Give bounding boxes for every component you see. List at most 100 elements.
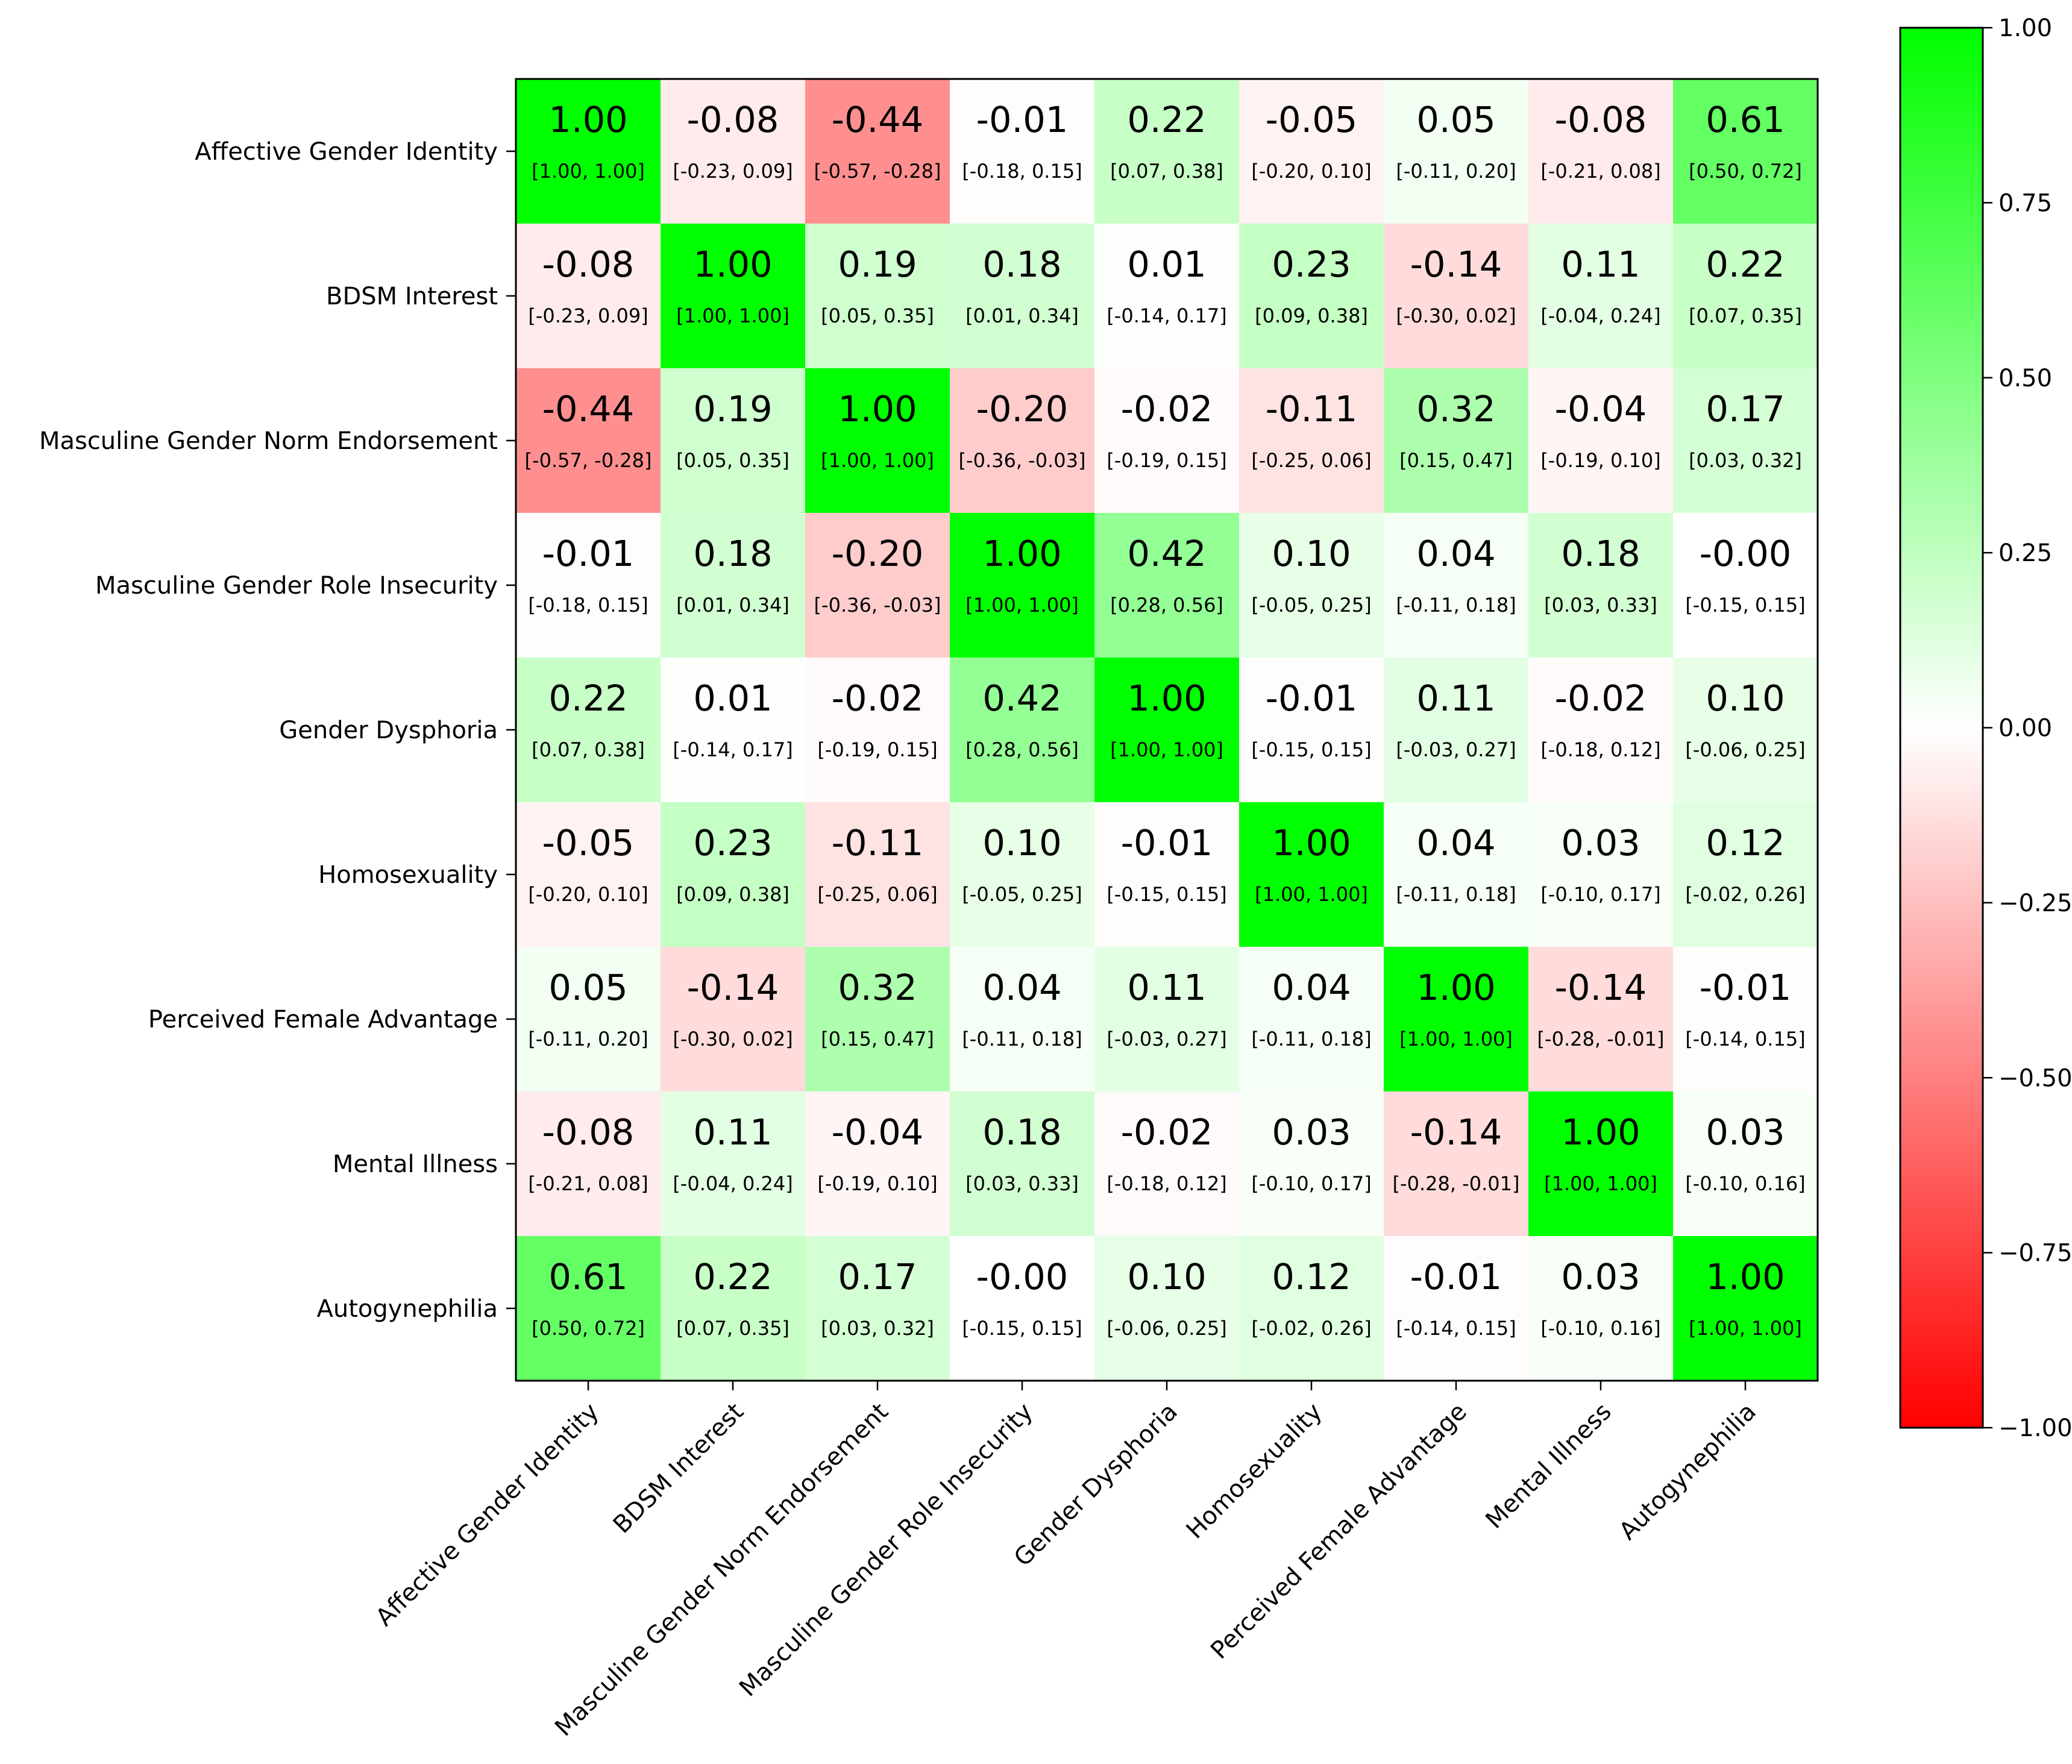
colorbar-tick-label: 1.00 (1998, 14, 2052, 42)
cell-value-label: -0.11 (832, 822, 924, 864)
cell-value-label: 0.61 (1706, 99, 1785, 140)
heatmap-cell-r6-c6 (1384, 947, 1529, 1092)
heatmap-cell-r5-c8 (1673, 802, 1818, 947)
col-label-gender-dysphoria: Gender Dysphoria (1009, 1398, 1183, 1572)
cell-ci-label: [-0.11, 0.20] (1396, 160, 1516, 183)
heatmap-cell-r6-c5 (1239, 947, 1384, 1092)
cell-ci-label: [-0.15, 0.15] (1685, 594, 1805, 617)
cell-value-label: 0.03 (1561, 1256, 1640, 1298)
cell-ci-label: [-0.05, 0.25] (1251, 594, 1371, 617)
cell-value-label: -0.05 (1266, 99, 1358, 140)
cell-value-label: -0.01 (976, 99, 1069, 140)
cell-value-label: 0.23 (693, 822, 772, 864)
cell-ci-label: [-0.25, 0.06] (1251, 449, 1371, 472)
row-label-perceived-female-advantage: Perceived Female Advantage (148, 1006, 498, 1034)
cell-ci-label: [0.07, 0.38] (1110, 160, 1223, 183)
cell-value-label: 0.11 (693, 1111, 772, 1153)
row-label-homosexuality: Homosexuality (318, 861, 498, 889)
heatmap-cell-r3-c4 (1094, 513, 1240, 658)
heatmap-cell-r4-c6 (1384, 658, 1529, 803)
heatmap-cell-r5-c4 (1094, 802, 1240, 947)
cell-value-label: 0.10 (1127, 1256, 1206, 1298)
row-label-autogynephilia: Autogynephilia (317, 1295, 498, 1323)
cell-ci-label: [-0.10, 0.16] (1540, 1317, 1660, 1340)
heatmap-cell-r5-c2 (805, 802, 950, 947)
cell-ci-label: [-0.18, 0.15] (528, 594, 648, 617)
heatmap-cell-r7-c7 (1528, 1091, 1674, 1237)
heatmap-cells (516, 79, 1818, 1381)
cell-value-label: 0.18 (1561, 533, 1640, 574)
cell-value-label: 0.22 (1706, 243, 1785, 285)
cell-ci-label: [-0.25, 0.06] (817, 883, 937, 906)
cell-value-label: 0.01 (1127, 243, 1206, 285)
cell-ci-label: [-0.21, 0.08] (528, 1172, 648, 1195)
cell-ci-label: [-0.18, 0.15] (962, 160, 1082, 183)
heatmap-cell-r0-c6 (1384, 79, 1529, 224)
cell-ci-label: [1.00, 1.00] (1399, 1028, 1513, 1050)
cell-ci-label: [-0.06, 0.25] (1685, 738, 1805, 761)
cell-value-label: 0.23 (1272, 243, 1351, 285)
heatmap-cell-r2-c8 (1673, 368, 1818, 513)
cell-value-label: 1.00 (1272, 822, 1351, 864)
cell-value-label: 0.11 (1127, 967, 1206, 1008)
cell-ci-label: [-0.19, 0.15] (1107, 449, 1226, 472)
cell-value-label: 0.11 (1416, 677, 1495, 719)
cell-ci-label: [-0.19, 0.10] (817, 1172, 937, 1195)
col-label-mental-illness: Mental Illness (1480, 1398, 1616, 1534)
cell-ci-label: [0.15, 0.47] (1399, 449, 1513, 472)
cell-ci-label: [-0.36, -0.03] (814, 594, 941, 617)
cell-value-label: 0.04 (1416, 822, 1495, 864)
heatmap-cell-r4-c8 (1673, 658, 1818, 803)
cell-value-label: -0.20 (832, 533, 924, 574)
cell-ci-label: [0.50, 0.72] (532, 1317, 645, 1340)
cell-value-label: -0.01 (1700, 967, 1792, 1008)
cell-value-label: -0.20 (976, 388, 1069, 430)
cell-value-label: 0.12 (1272, 1256, 1351, 1298)
cell-ci-label: [1.00, 1.00] (532, 160, 645, 183)
heatmap-cell-r2-c6 (1384, 368, 1529, 513)
cell-ci-label: [0.09, 0.38] (1255, 304, 1368, 327)
heatmap-cell-r7-c2 (805, 1091, 950, 1237)
cell-ci-label: [0.03, 0.32] (1689, 449, 1802, 472)
cell-value-label: 1.00 (1561, 1111, 1640, 1153)
heatmap-cell-r7-c3 (950, 1091, 1095, 1237)
heatmap-cell-r8-c6 (1384, 1236, 1529, 1381)
heatmap-cell-r4-c3 (950, 658, 1095, 803)
cell-value-label: -0.08 (542, 243, 635, 285)
heatmap-cell-r5-c1 (661, 802, 806, 947)
cell-value-label: 0.03 (1272, 1111, 1351, 1153)
heatmap-cell-r3-c5 (1239, 513, 1384, 658)
cell-ci-label: [-0.15, 0.15] (1107, 883, 1226, 906)
heatmap-cell-r4-c0 (516, 658, 661, 803)
cell-value-label: 1.00 (982, 533, 1061, 574)
col-label-masculine-gender-norm-endorsement: Masculine Gender Norm Endorsement (550, 1398, 894, 1742)
cell-value-label: -0.44 (832, 99, 924, 140)
cell-ci-label: [-0.05, 0.25] (962, 883, 1082, 906)
heatmap-cell-r7-c1 (661, 1091, 806, 1237)
heatmap-cell-r4-c4 (1094, 658, 1240, 803)
heatmap-cell-r4-c7 (1528, 658, 1674, 803)
cell-value-label: 0.32 (1416, 388, 1495, 430)
colorbar-gradient (1899, 27, 1984, 1429)
cell-value-label: -0.04 (1555, 388, 1647, 430)
heatmap-cell-r4-c1 (661, 658, 806, 803)
cell-value-label: 0.04 (1416, 533, 1495, 574)
heatmap-cell-r5-c6 (1384, 802, 1529, 947)
cell-ci-label: [-0.04, 0.24] (1540, 304, 1660, 327)
cell-value-label: 0.32 (838, 967, 917, 1008)
heatmap-cell-r8-c2 (805, 1236, 950, 1381)
cell-value-label: 0.18 (982, 243, 1061, 285)
cell-value-label: 0.42 (1127, 533, 1206, 574)
heatmap-cell-r3-c6 (1384, 513, 1529, 658)
colorbar-tick-label: 0.75 (1998, 189, 2052, 217)
heatmap-cell-r6-c8 (1673, 947, 1818, 1092)
cell-ci-label: [-0.14, 0.17] (1107, 304, 1226, 327)
cell-ci-label: [-0.06, 0.25] (1107, 1317, 1226, 1340)
cell-ci-label: [-0.03, 0.27] (1107, 1028, 1226, 1050)
cell-value-label: 0.10 (982, 822, 1061, 864)
heatmap-cell-r7-c5 (1239, 1091, 1384, 1237)
cell-value-label: 1.00 (1416, 967, 1495, 1008)
cell-value-label: -0.08 (542, 1111, 635, 1153)
cell-ci-label: [0.50, 0.72] (1689, 160, 1802, 183)
